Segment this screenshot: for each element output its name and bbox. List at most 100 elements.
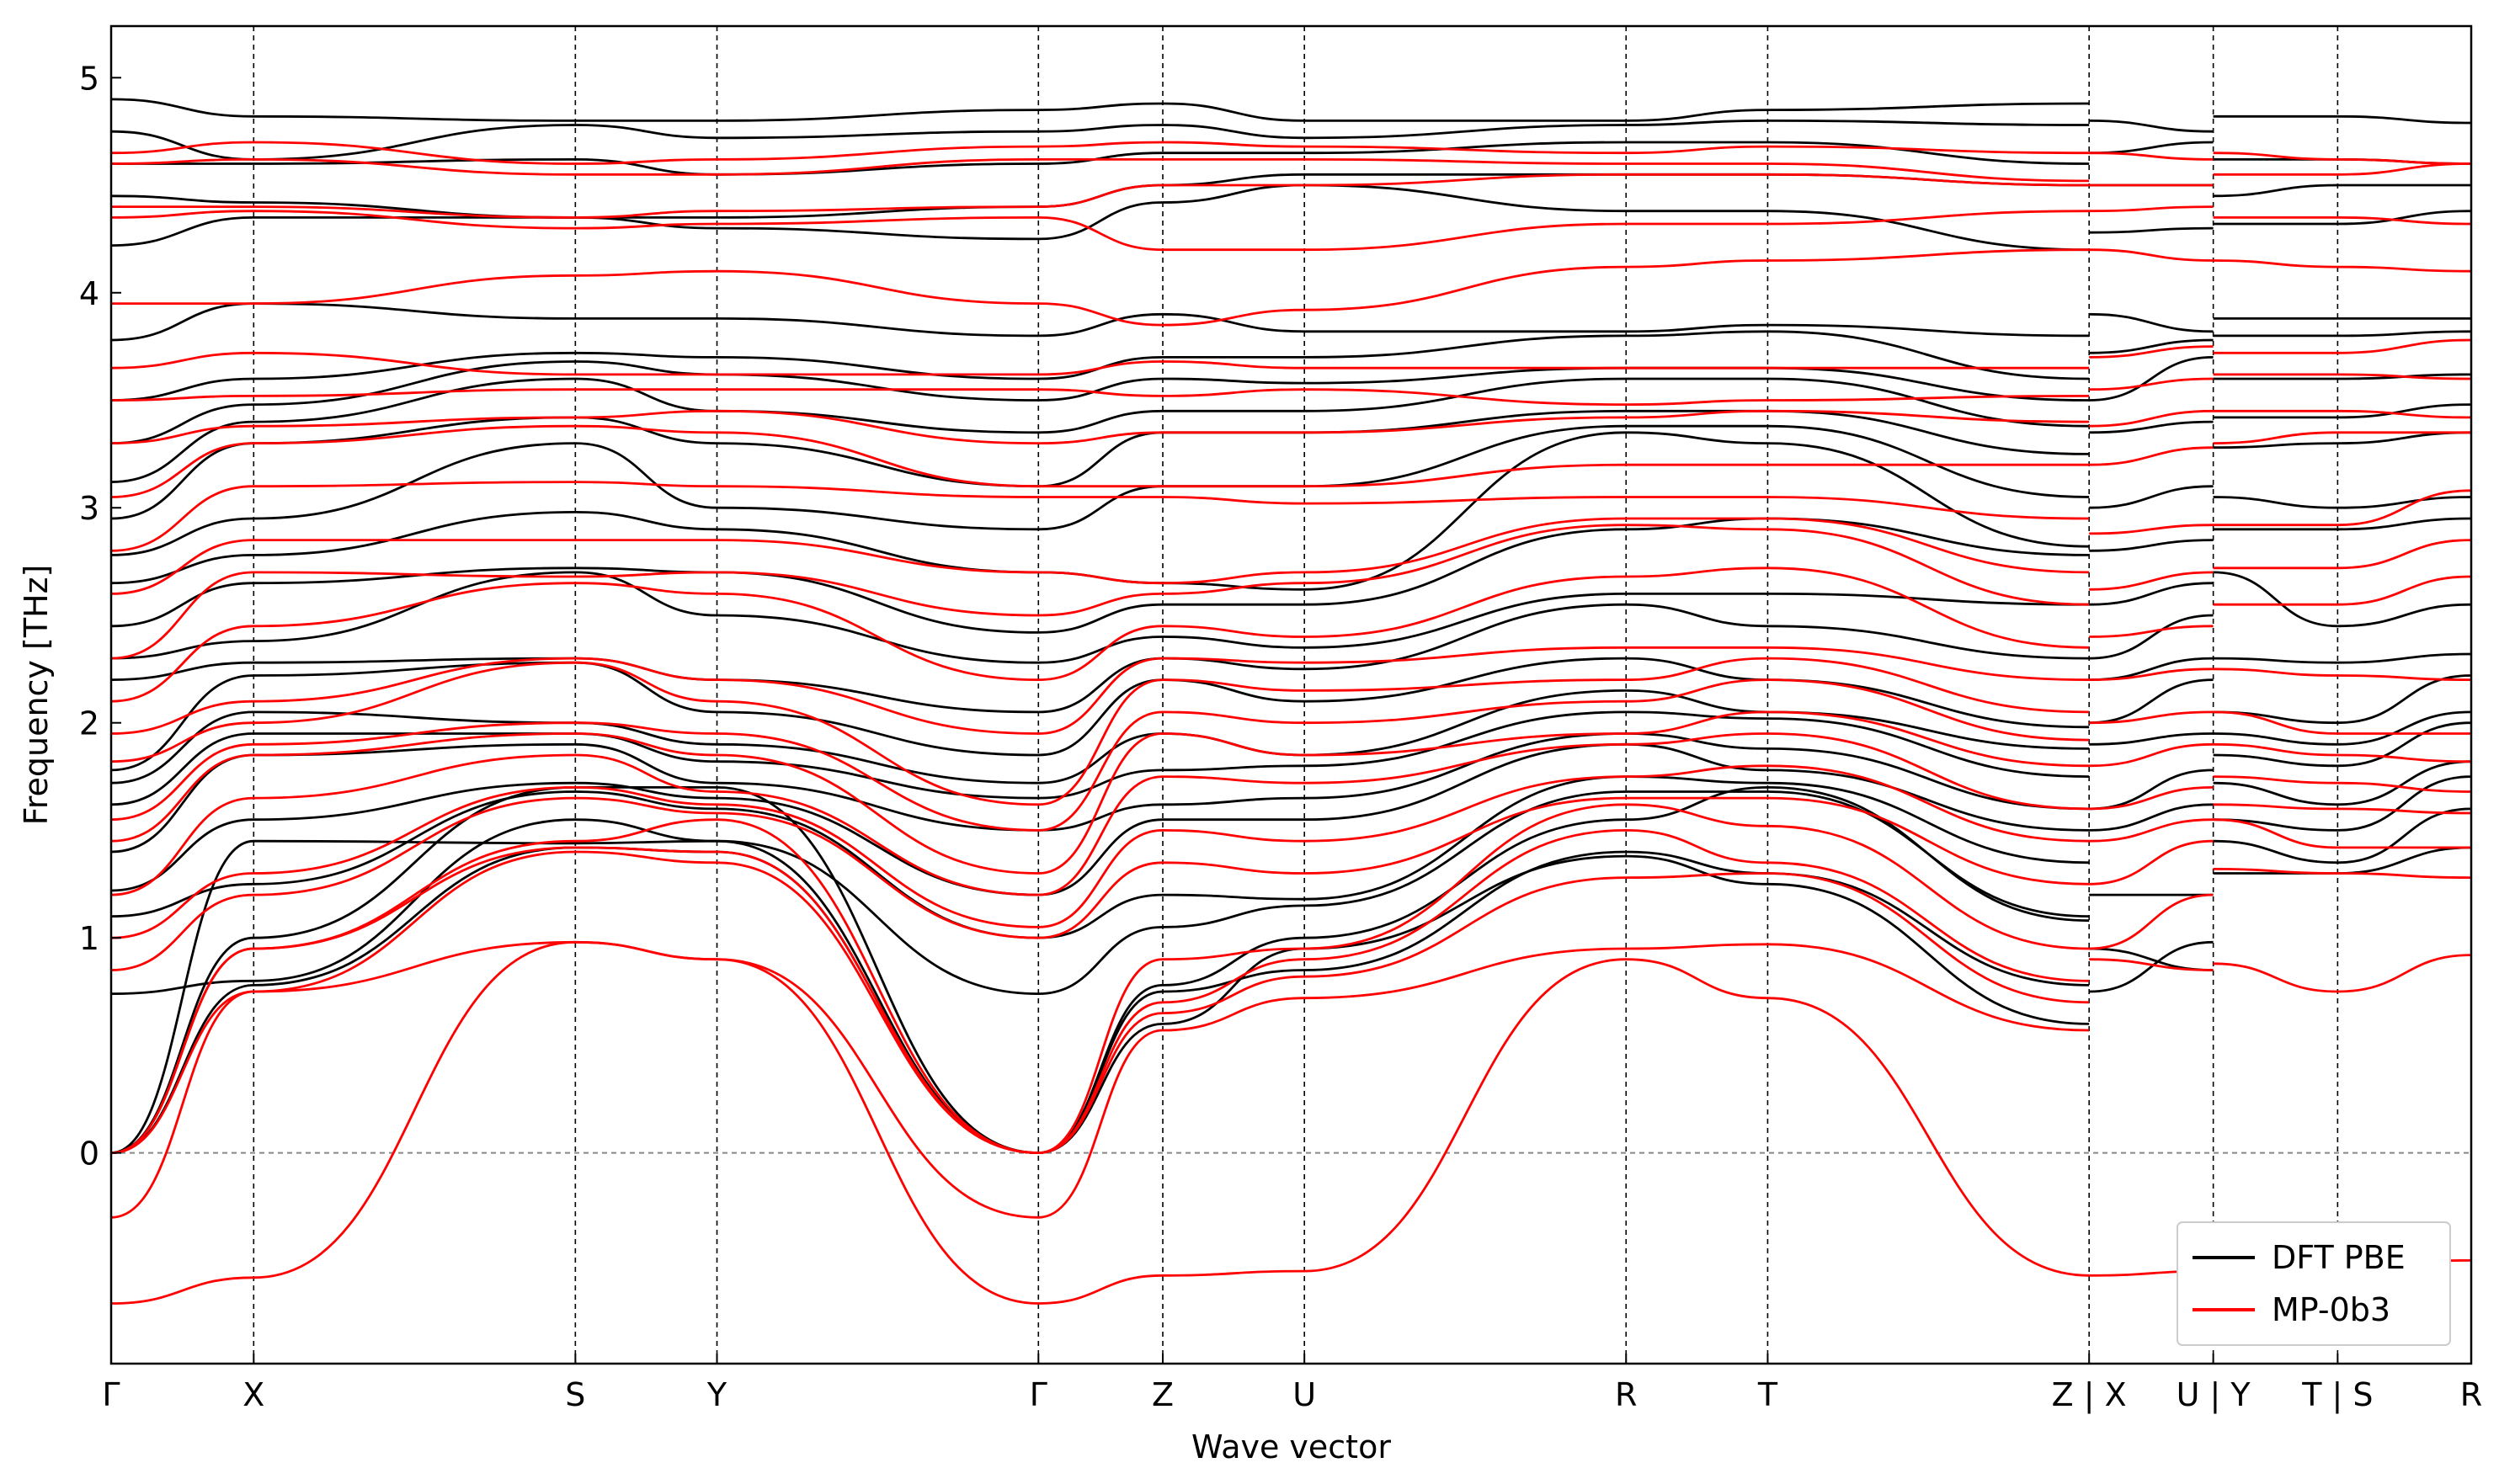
band-line: [110, 409, 2090, 520]
band-line: [2089, 377, 2214, 391]
band-line: [2213, 571, 2338, 628]
legend-box: [2177, 1221, 2451, 1346]
x-tick-label: S: [565, 1376, 585, 1413]
band-line: [2337, 652, 2472, 664]
band-line: [110, 409, 2090, 445]
band-line: [2213, 431, 2338, 444]
x-tick-label: T | S: [2301, 1376, 2373, 1414]
band-line: [2213, 818, 2338, 849]
legend-label-mp-0b3: MP-0b3: [2272, 1291, 2390, 1328]
y-tick-label: 2: [79, 705, 99, 742]
y-tick-label: 3: [79, 490, 99, 527]
band-line: [110, 775, 2090, 939]
x-tick-label: Z: [1152, 1376, 1174, 1413]
band-line: [110, 678, 2090, 832]
band-line: [2337, 710, 2472, 746]
band-line: [110, 524, 2090, 660]
legend-label-dft-pbe: DFT PBE: [2272, 1239, 2406, 1276]
band-line: [2089, 345, 2214, 359]
band-line: [2337, 517, 2472, 531]
band-line: [2337, 721, 2472, 768]
band-line: [2337, 807, 2472, 815]
band-line: [2337, 781, 2472, 793]
x-tick-label: Z | X: [2052, 1376, 2127, 1414]
band-line: [2213, 184, 2338, 198]
band-line: [2089, 409, 2214, 428]
band-line: [2337, 210, 2472, 226]
band-line: [110, 302, 2090, 342]
band-line: [2337, 775, 2472, 832]
band-line: [110, 764, 2090, 939]
band-line: [2337, 753, 2472, 763]
band-line: [2213, 442, 2338, 449]
band-line: [110, 517, 2090, 595]
band-line: [2337, 114, 2472, 125]
band-line: [2089, 485, 2214, 509]
band-line: [110, 566, 2090, 703]
band-line: [110, 828, 2090, 1155]
x-tick-label: Γ: [102, 1376, 120, 1413]
band-line: [110, 141, 2090, 165]
band-line: [2089, 571, 2214, 591]
band-line: [2089, 958, 2214, 971]
band-line: [110, 248, 2090, 327]
band-line: [2213, 803, 2338, 811]
band-line: [2213, 259, 2338, 269]
band-line: [2337, 760, 2472, 806]
band-line: [2337, 674, 2472, 725]
band-line: [2089, 803, 2214, 832]
band-curves: [110, 98, 2472, 1305]
band-line: [110, 424, 2090, 498]
band-line: [110, 157, 2090, 183]
y-tick-label: 4: [79, 275, 99, 312]
band-line: [2089, 668, 2214, 681]
band-line: [2089, 786, 2214, 811]
band-line: [2337, 373, 2472, 380]
band-line: [2213, 152, 2338, 161]
band-line: [2089, 356, 2214, 402]
band-line: [110, 424, 2090, 556]
band-line: [110, 732, 2090, 896]
band-line: [110, 710, 2090, 875]
band-line: [2089, 248, 2214, 262]
x-tick-label: Γ: [1030, 1376, 1047, 1413]
y-tick-label: 1: [79, 920, 99, 957]
band-line: [110, 388, 2090, 407]
x-tick-label: R: [2460, 1376, 2482, 1413]
band-line: [2213, 839, 2338, 864]
band-line: [110, 377, 2090, 483]
band-line: [2089, 742, 2214, 768]
band-line: [110, 657, 2090, 772]
band-line: [2337, 674, 2472, 681]
band-line: [2337, 539, 2472, 570]
band-line: [110, 803, 2090, 1155]
band-line: [110, 742, 2090, 896]
band-line: [2089, 524, 2214, 535]
band-line: [2089, 625, 2214, 638]
band-line: [2089, 710, 2214, 725]
band-line: [2089, 539, 2214, 552]
x-tick-label: T: [1757, 1376, 1778, 1413]
band-line: [110, 796, 2090, 971]
band-line: [2337, 807, 2472, 864]
band-line: [2337, 403, 2472, 419]
y-tick-label: 0: [79, 1136, 99, 1173]
band-line: [110, 210, 2090, 252]
band-line: [2089, 446, 2214, 466]
band-line: [2337, 489, 2472, 527]
band-line: [2089, 420, 2214, 434]
band-line: [110, 481, 2090, 552]
band-line: [2337, 330, 2472, 338]
band-line: [2089, 312, 2214, 333]
band-line: [110, 732, 2090, 854]
band-line: [2089, 614, 2214, 660]
band-line: [2337, 603, 2472, 628]
series-mp-0b3: [110, 141, 2472, 1305]
x-axis-ticks: Γ X S Y Γ Z U R T Z | X U | Y T | S R: [102, 1354, 2482, 1414]
band-line: [2213, 732, 2338, 746]
band-line: [2337, 409, 2472, 419]
band-line: [2089, 582, 2214, 606]
y-tick-label: 5: [79, 60, 99, 97]
x-axis-label: Wave vector: [1191, 1428, 1391, 1465]
